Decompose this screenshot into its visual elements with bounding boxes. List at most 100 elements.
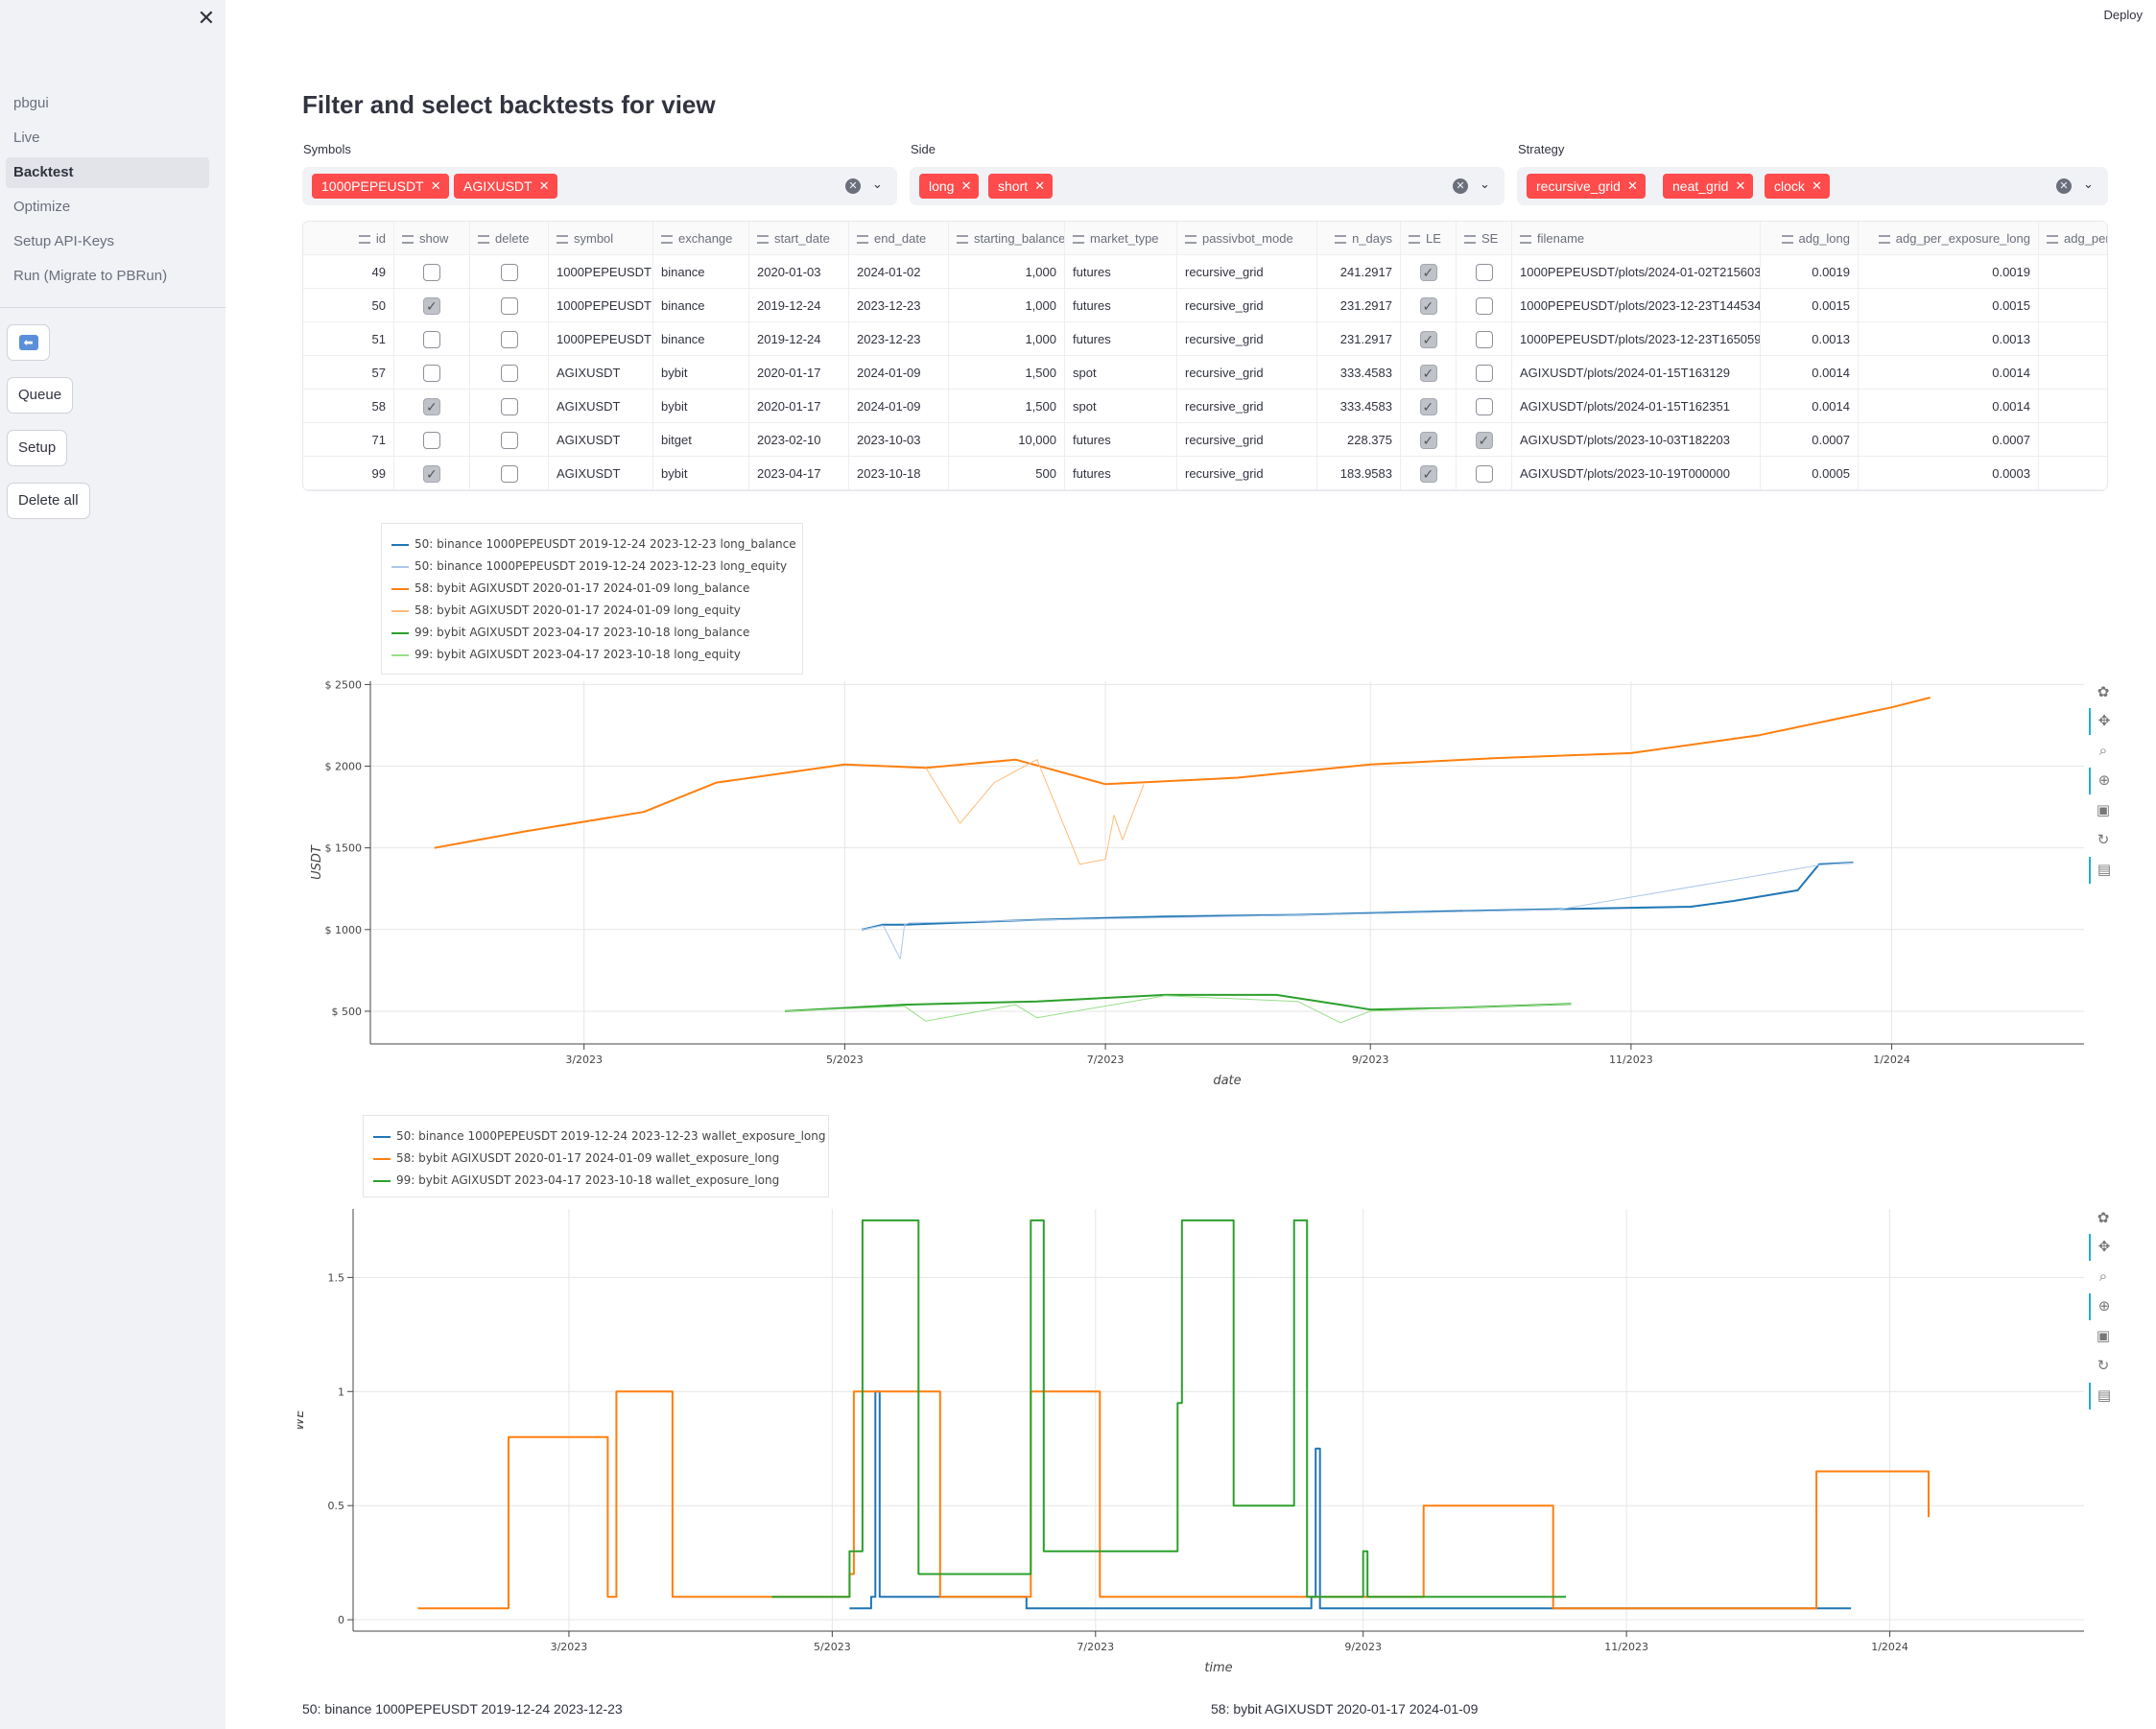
sidebar-item-setup-api-keys[interactable]: Setup API-Keys bbox=[13, 233, 115, 249]
column-header-adg-per-exposure-long[interactable]: adg_per_exposure_long bbox=[1859, 222, 2039, 255]
se-checkbox[interactable] bbox=[1475, 364, 1493, 382]
hover-icon[interactable]: ▤ bbox=[2089, 1383, 2118, 1409]
reset-icon[interactable]: ↻ bbox=[2097, 1358, 2110, 1374]
clear-icon[interactable]: ✕ bbox=[1453, 178, 1468, 194]
delete-checkbox[interactable] bbox=[500, 263, 518, 281]
table-row[interactable]: 71 AGIXUSDT bitget 2023-02-10 2023-10-03 10,0… bbox=[303, 423, 2107, 457]
column-menu-icon[interactable] bbox=[857, 235, 868, 245]
wheel-zoom-icon[interactable]: ⊕ bbox=[2089, 1293, 2118, 1320]
legend-item[interactable]: 50: binance 1000PEPEUSDT 2019-12-24 2023… bbox=[373, 1125, 825, 1148]
strategy-multiselect[interactable]: recursive_grid ✕ neat_grid ✕ clock ✕ ✕ ⌄ bbox=[1517, 167, 2108, 205]
sidebar-item-backtest[interactable]: Backtest bbox=[6, 157, 209, 188]
strategy-tag[interactable]: recursive_grid ✕ bbox=[1527, 174, 1646, 199]
column-menu-icon[interactable] bbox=[1520, 235, 1531, 245]
wallet-exposure-chart[interactable]: 3/2023 5/2023 7/2023 9/2023 11/2023 1/2024 0 0.… bbox=[297, 1197, 2092, 1687]
show-checkbox[interactable] bbox=[423, 397, 440, 415]
table-row[interactable]: 58 AGIXUSDTbybit2020-01-172024-01-091,500… bbox=[303, 390, 2107, 423]
series-line[interactable] bbox=[862, 862, 1854, 959]
pan-icon[interactable]: ✥ bbox=[2089, 708, 2118, 735]
column-header-filename[interactable]: filename bbox=[1512, 222, 1761, 255]
symbols-multiselect[interactable]: 1000PEPEUSDT ✕ AGIXUSDT ✕ ✕ ⌄ bbox=[302, 167, 897, 205]
zoom-icon[interactable]: ⌕ bbox=[2098, 1268, 2108, 1285]
column-header-end-date[interactable]: end_date bbox=[849, 222, 949, 255]
column-menu-icon[interactable] bbox=[1185, 235, 1196, 245]
save-icon[interactable]: ▣ bbox=[2096, 1328, 2111, 1344]
remove-tag-icon[interactable]: ✕ bbox=[1735, 178, 1746, 193]
hover-icon[interactable]: ▤ bbox=[2089, 857, 2118, 884]
side-multiselect[interactable]: long ✕ short ✕ ✕ ⌄ bbox=[910, 167, 1504, 205]
delete-checkbox[interactable] bbox=[500, 397, 518, 415]
column-menu-icon[interactable] bbox=[957, 235, 968, 245]
series-line[interactable] bbox=[849, 1390, 1852, 1610]
column-menu-icon[interactable] bbox=[1073, 235, 1084, 245]
column-header-start-date[interactable]: start_date bbox=[749, 222, 849, 255]
close-icon[interactable]: ✕ bbox=[197, 6, 216, 30]
strategy-tag[interactable]: neat_grid ✕ bbox=[1663, 174, 1754, 199]
delete-checkbox[interactable] bbox=[500, 431, 518, 449]
sidebar-item-optimize[interactable]: Optimize bbox=[13, 199, 71, 215]
series-line[interactable] bbox=[417, 1390, 1930, 1610]
zoom-icon[interactable]: ⌕ bbox=[2098, 743, 2108, 759]
pan-icon[interactable]: ✥ bbox=[2089, 1234, 2118, 1261]
se-checkbox[interactable] bbox=[1475, 464, 1493, 483]
remove-tag-icon[interactable]: ✕ bbox=[430, 178, 441, 193]
column-menu-icon[interactable] bbox=[402, 235, 414, 245]
chevron-down-icon[interactable]: ⌄ bbox=[2083, 177, 2094, 191]
setup-button[interactable]: Setup bbox=[7, 430, 68, 466]
series-line[interactable] bbox=[925, 759, 1145, 865]
remove-tag-icon[interactable]: ✕ bbox=[960, 178, 972, 193]
le-checkbox[interactable] bbox=[1419, 397, 1437, 415]
sidebar-item-run[interactable]: Run (Migrate to PBRun) bbox=[13, 268, 168, 284]
column-header-exchange[interactable]: exchange bbox=[653, 222, 749, 255]
legend-item[interactable]: 50: binance 1000PEPEUSDT 2019-12-24 2023… bbox=[391, 556, 787, 578]
le-checkbox[interactable] bbox=[1419, 431, 1437, 449]
legend-item[interactable]: 58: bybit AGIXUSDT 2020-01-17 2024-01-09… bbox=[391, 600, 741, 622]
legend-item[interactable]: 50: binance 1000PEPEUSDT 2019-12-24 2023… bbox=[391, 533, 796, 556]
column-menu-icon[interactable] bbox=[478, 235, 489, 245]
legend-item[interactable]: 99: bybit AGIXUSDT 2023-04-17 2023-10-18… bbox=[391, 622, 749, 644]
column-menu-icon[interactable] bbox=[1409, 235, 1420, 245]
series-line[interactable] bbox=[771, 1219, 1567, 1599]
wheel-zoom-icon[interactable]: ⊕ bbox=[2089, 768, 2118, 794]
legend-item[interactable]: 99: bybit AGIXUSDT 2023-04-17 2023-10-18… bbox=[391, 644, 741, 666]
table-row[interactable]: 49 1000PEPEUSDT binance 2020-01-03 2024-01-0… bbox=[303, 255, 2107, 289]
column-menu-icon[interactable] bbox=[1781, 235, 1793, 245]
show-checkbox[interactable] bbox=[423, 330, 440, 348]
column-header-passivbot-mode[interactable]: passivbot_mode bbox=[1177, 222, 1317, 255]
table-row[interactable]: 51 1000PEPEUSDT binance 2019-12-24 2023-12-2… bbox=[303, 322, 2107, 356]
table-row[interactable]: 57 AGIXUSDT bybit 2020-01-17 2024-01-09 1,500… bbox=[303, 356, 2107, 390]
side-tag[interactable]: long ✕ bbox=[919, 174, 980, 199]
column-header-symbol[interactable]: symbol bbox=[549, 222, 653, 255]
show-checkbox[interactable] bbox=[423, 464, 440, 483]
column-header-SE[interactable]: SE bbox=[1457, 222, 1512, 255]
column-menu-icon[interactable] bbox=[757, 235, 769, 245]
column-header-id[interactable]: id bbox=[303, 222, 394, 255]
column-header-adg-long[interactable]: adg_long bbox=[1761, 222, 1859, 255]
le-checkbox[interactable] bbox=[1419, 263, 1437, 281]
chevron-down-icon[interactable]: ⌄ bbox=[872, 177, 883, 191]
delete-checkbox[interactable] bbox=[500, 464, 518, 483]
sidebar-item-live[interactable]: Live bbox=[13, 130, 40, 146]
column-menu-icon[interactable] bbox=[1878, 235, 1890, 245]
le-checkbox[interactable] bbox=[1419, 330, 1437, 348]
delete-checkbox[interactable] bbox=[500, 330, 518, 348]
side-tag[interactable]: short ✕ bbox=[988, 174, 1054, 199]
chevron-down-icon[interactable]: ⌄ bbox=[1480, 177, 1490, 191]
column-menu-icon[interactable] bbox=[1335, 235, 1347, 245]
remove-tag-icon[interactable]: ✕ bbox=[538, 178, 550, 193]
queue-button[interactable]: Queue bbox=[7, 377, 74, 414]
symbol-tag[interactable]: 1000PEPEUSDT ✕ bbox=[312, 174, 449, 199]
remove-tag-icon[interactable]: ✕ bbox=[1034, 178, 1046, 193]
le-checkbox[interactable] bbox=[1419, 464, 1437, 483]
se-checkbox[interactable] bbox=[1475, 397, 1493, 415]
bokeh-logo-icon[interactable]: ✿ bbox=[2097, 1210, 2110, 1226]
balance-chart[interactable]: 3/2023 5/2023 7/2023 9/2023 11/2023 1/2024 $ 5… bbox=[297, 672, 2092, 1094]
show-checkbox[interactable] bbox=[423, 431, 440, 449]
remove-tag-icon[interactable]: ✕ bbox=[1812, 178, 1822, 193]
column-menu-icon[interactable] bbox=[1464, 235, 1476, 245]
series-line[interactable] bbox=[784, 995, 1572, 1024]
delete-checkbox[interactable] bbox=[500, 296, 518, 315]
series-line[interactable] bbox=[784, 993, 1572, 1012]
series-line[interactable] bbox=[434, 697, 1931, 849]
column-header-starting-balance[interactable]: starting_balance bbox=[949, 222, 1065, 255]
